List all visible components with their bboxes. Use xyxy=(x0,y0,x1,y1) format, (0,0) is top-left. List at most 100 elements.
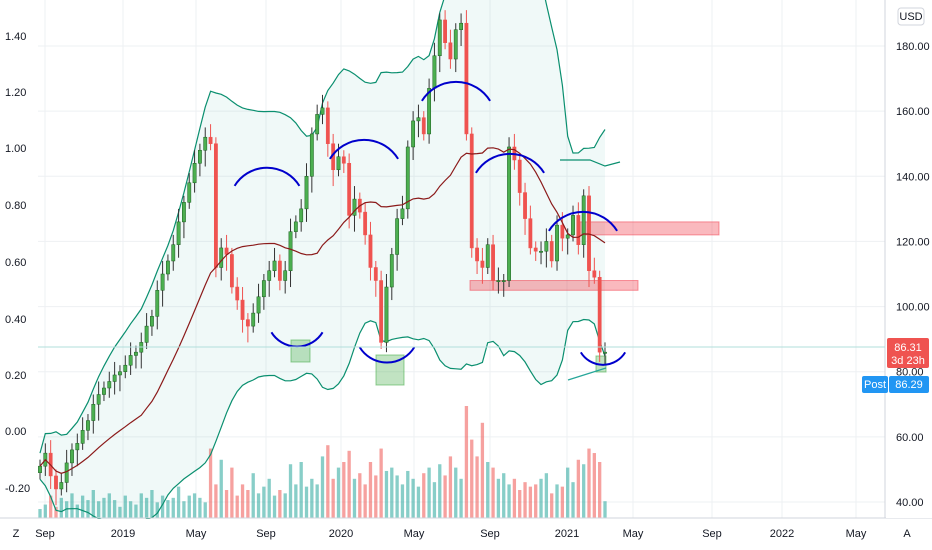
post-label-badge xyxy=(862,376,888,393)
candle-body xyxy=(283,270,288,281)
volume-bar xyxy=(528,486,533,518)
volume-bar xyxy=(411,478,415,518)
volume-bar xyxy=(256,493,261,518)
shoulder-arc xyxy=(329,138,399,160)
candle-body xyxy=(112,374,117,382)
candle-body xyxy=(560,224,565,239)
candle-body xyxy=(341,156,346,164)
candle-body xyxy=(293,221,298,232)
candle-body xyxy=(421,117,426,135)
right-tick-label: 60.00 xyxy=(896,432,924,444)
x-tick-label: May xyxy=(623,528,644,540)
candle-body xyxy=(400,208,405,219)
candle-body xyxy=(277,260,282,281)
candle-body xyxy=(118,371,122,376)
volume-bar xyxy=(480,422,485,518)
candle-body xyxy=(203,136,208,151)
volume-bar xyxy=(390,467,394,518)
candle-body xyxy=(309,133,314,177)
candle-body xyxy=(485,244,490,268)
band-tail xyxy=(560,159,621,167)
post-value-badge xyxy=(889,376,929,393)
volume-bar xyxy=(198,497,202,518)
volume-bar xyxy=(49,495,53,518)
candle-body xyxy=(198,149,202,164)
candle-body xyxy=(166,260,170,275)
left-tick-label: 0.40 xyxy=(5,314,26,326)
green-zone xyxy=(290,339,311,363)
auto-scale-toggle[interactable]: A xyxy=(903,528,911,540)
post-value: 86.29 xyxy=(895,379,923,391)
volume-bar xyxy=(336,467,341,518)
volume-bar xyxy=(171,497,175,518)
candle-body xyxy=(496,280,501,282)
volume-bar xyxy=(96,501,101,518)
volume-bar xyxy=(240,484,245,518)
volume-bar xyxy=(64,501,69,518)
candle-body xyxy=(272,260,277,271)
trend-line xyxy=(567,367,607,381)
currency-label: USD xyxy=(899,11,922,23)
candle-body xyxy=(464,22,469,135)
volume-bar xyxy=(443,475,447,518)
volume-bar xyxy=(603,501,607,518)
volume-bar xyxy=(107,493,111,518)
volume-bar xyxy=(219,459,223,518)
volume-bar xyxy=(550,493,554,518)
volume-bar xyxy=(331,478,335,518)
volume-bar xyxy=(214,484,218,518)
volume-bar xyxy=(358,473,362,518)
candle-body xyxy=(134,351,138,356)
candle-body xyxy=(192,163,197,184)
candle-body xyxy=(240,299,245,320)
volume-bar xyxy=(560,486,565,518)
candle-body xyxy=(373,267,378,281)
candle-body xyxy=(448,42,453,60)
right-tick-label: 40.00 xyxy=(896,497,924,509)
right-axis-bg xyxy=(886,0,932,518)
left-tick-label: 1.40 xyxy=(5,31,26,43)
volume-bar xyxy=(507,484,511,518)
volume-bars xyxy=(38,406,607,518)
volume-bar xyxy=(502,473,506,518)
candle-body xyxy=(59,482,64,490)
volume-bar xyxy=(491,467,495,518)
volume-bar xyxy=(75,504,79,518)
candle-body xyxy=(379,280,384,343)
volume-bar xyxy=(208,448,213,518)
candle-body xyxy=(565,234,570,239)
volume-bar xyxy=(187,495,191,518)
volume-bar xyxy=(272,495,277,518)
volume-bar xyxy=(342,462,346,518)
candle-body xyxy=(491,244,495,281)
volume-bar xyxy=(400,484,405,518)
right-tick-label: 160.00 xyxy=(896,106,930,118)
candle-body xyxy=(176,221,181,245)
candle-body xyxy=(336,156,341,171)
volume-bar xyxy=(230,467,234,518)
volume-bar xyxy=(91,490,95,518)
candle-body xyxy=(75,443,80,451)
volume-bar xyxy=(160,495,165,518)
x-tick-label: May xyxy=(186,528,207,540)
volume-bar xyxy=(134,504,138,518)
candle-body xyxy=(437,19,442,57)
volume-bar xyxy=(432,482,437,518)
volume-bar xyxy=(598,462,602,518)
volume-bar xyxy=(587,448,591,518)
left-tick-label: 0.80 xyxy=(5,200,26,212)
x-tick-label: Sep xyxy=(35,528,55,540)
volume-bar xyxy=(80,495,85,518)
volume-bar xyxy=(512,478,517,518)
bottom-axis-bg xyxy=(0,519,932,550)
volume-bar xyxy=(315,484,319,518)
candle-body xyxy=(187,182,192,203)
band-fill xyxy=(40,0,605,522)
volume-bar xyxy=(368,462,373,518)
trough-arc xyxy=(579,351,627,366)
volume-bar xyxy=(118,506,122,518)
candle-body xyxy=(144,325,149,343)
volume-bar xyxy=(438,464,442,518)
x-tick-label: May xyxy=(846,528,867,540)
